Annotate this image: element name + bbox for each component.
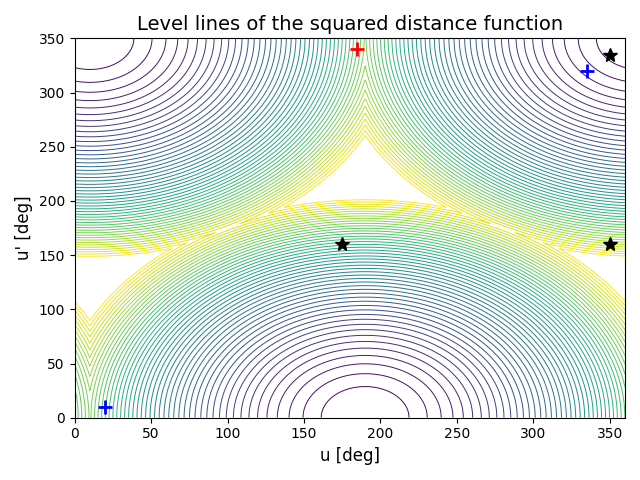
- Title: Level lines of the squared distance function: Level lines of the squared distance func…: [137, 15, 563, 34]
- Y-axis label: u' [deg]: u' [deg]: [15, 196, 33, 260]
- X-axis label: u [deg]: u [deg]: [320, 447, 380, 465]
